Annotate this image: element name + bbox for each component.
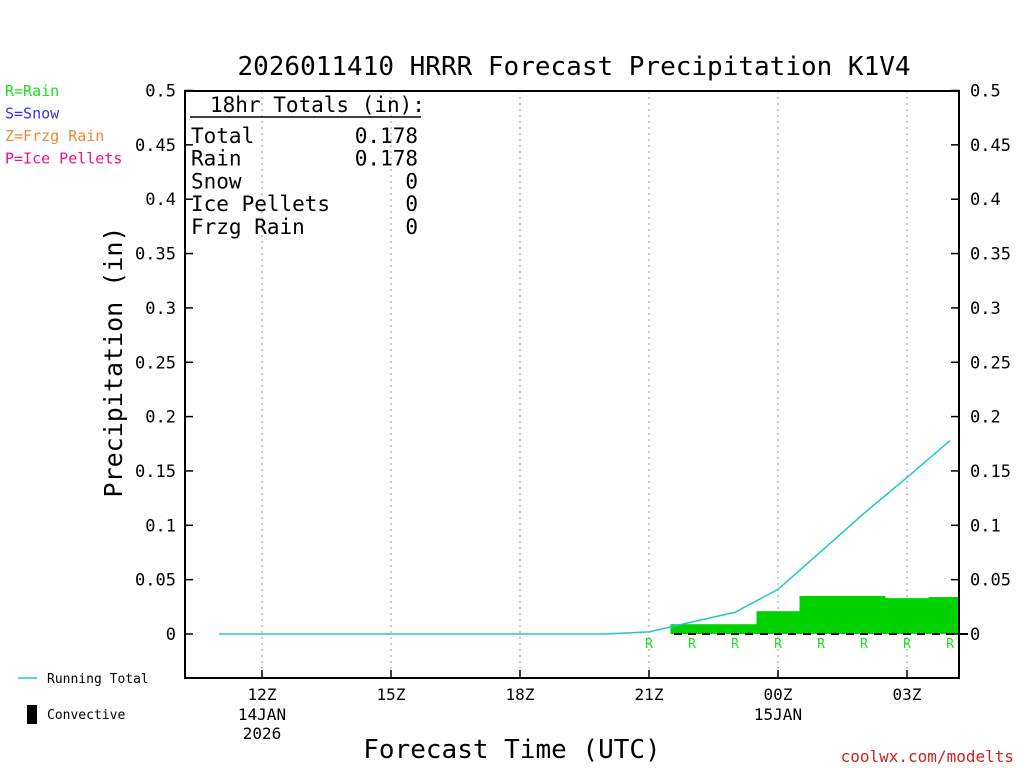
y-tick-label: 0.05 [135,571,176,591]
x-tick-label: 21Z [635,685,664,704]
legend-label: Convective [47,708,125,723]
x-tick-year: 2026 [243,724,282,743]
totals-row-value: 0 [405,215,418,239]
y-tick-label-right: 0.1 [970,516,1001,536]
type-legend-item: R=Rain [5,82,59,100]
y-tick-label: 0 [166,625,176,645]
y-tick-label-right: 0.5 [970,82,1001,102]
y-tick-label-right: 0 [970,625,980,645]
y-axis-right: 0 0.05 0.1 0.15 0.2 0.25 0.3 0.35 0.4 0.45 0.5 [951,82,1011,645]
credit-text: coolwx.com/modelts [841,747,1014,766]
y-tick-label: 0.5 [145,82,176,102]
totals-row-label: Total [191,124,254,148]
series-legend: Running Total Convective [18,672,149,724]
y-tick-label-right: 0.4 [970,190,1001,210]
precip-type-marker: R [946,637,954,652]
precip-type-marker: R [645,637,653,652]
x-tick-label: 12Z [248,685,277,704]
precip-bar [928,597,959,634]
totals-row-value: 0 [405,192,418,216]
precip-type-legend: R=Rain S=Snow Z=Frzg Rain P=Ice Pellets [5,82,122,168]
totals-row-value: 0.178 [355,124,418,148]
y-tick-label-right: 0.15 [970,462,1011,482]
totals-heading: 18hr Totals (in): [210,93,425,117]
y-axis-label: Precipitation (in) [99,227,128,498]
legend-label: Running Total [47,672,149,687]
hourly-precip-bars [670,595,959,634]
precip-type-marker: R [903,637,911,652]
totals-row-value: 0 [405,169,418,193]
totals-row-value: 0.178 [355,147,418,171]
y-tick-label: 0.45 [135,136,176,156]
precip-type-marker: R [774,637,782,652]
x-tick-label: 03Z [893,685,922,704]
precip-type-marker: R [860,637,868,652]
totals-row-label: Snow [191,169,242,193]
y-tick-label-right: 0.05 [970,571,1011,591]
x-tick-date: 15JAN [754,705,802,724]
precip-bar [885,598,929,634]
legend-box-swatch [27,705,37,724]
running-total-line [219,439,951,635]
vertical-gridlines [261,91,908,678]
y-tick-label: 0.3 [145,299,176,319]
x-tick-label: 18Z [506,685,535,704]
y-tick-label-right: 0.45 [970,136,1011,156]
x-tick-label: 00Z [764,685,793,704]
precip-bar [842,595,886,634]
precip-type-marker: R [731,637,739,652]
chart-title: 2026011410 HRRR Forecast Precipitation K… [237,52,910,82]
precip-bar [670,624,714,634]
y-tick-label-right: 0.2 [970,408,1001,428]
y-tick-label: 0.35 [135,245,176,265]
type-legend-item: P=Ice Pellets [5,150,122,168]
x-tick-date: 14JAN [238,705,286,724]
y-axis-left: 0 0.05 0.1 0.15 0.2 0.25 0.3 0.35 0.4 0.45 0.5 [135,82,193,645]
totals-row-label: Ice Pellets [191,192,330,216]
y-tick-label-right: 0.35 [970,245,1011,265]
x-axis-label: Forecast Time (UTC) [363,735,660,765]
precip-bar [756,611,800,634]
type-legend-item: Z=Frzg Rain [5,127,104,145]
y-tick-label: 0.15 [135,462,176,482]
x-tick-label: 15Z [377,685,406,704]
precip-bar [713,624,757,634]
plot-frame [184,90,960,679]
precip-bar [799,595,843,634]
totals-row-label: Frzg Rain [191,215,305,239]
y-tick-label-right: 0.25 [970,353,1011,373]
totals-row-label: Rain [191,147,242,171]
y-tick-label: 0.4 [145,190,176,210]
y-tick-label: 0.1 [145,516,176,536]
precip-type-marker: R [688,637,696,652]
precip-type-marker: R [817,637,825,652]
y-tick-label: 0.25 [135,353,176,373]
y-tick-label: 0.2 [145,408,176,428]
type-legend-item: S=Snow [5,105,60,123]
totals-box: 18hr Totals (in): Total 0.178 Rain 0.178 Sno… [190,93,425,239]
y-tick-label-right: 0.3 [970,299,1001,319]
